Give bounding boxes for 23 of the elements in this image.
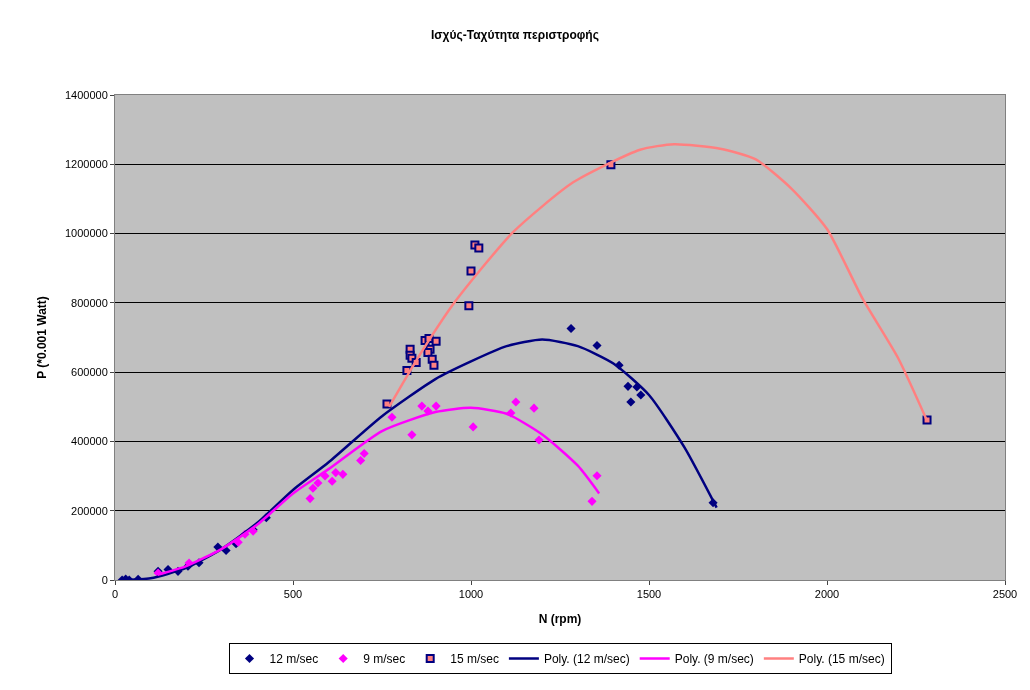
legend-label: 12 m/sec bbox=[269, 652, 319, 667]
x-tick-label: 500 bbox=[283, 588, 303, 601]
y-tick-label: 200000 bbox=[71, 504, 108, 517]
x-tick-label: 0 bbox=[111, 588, 119, 601]
y-tick-label: 0 bbox=[101, 573, 108, 586]
y-tick-label: 1200000 bbox=[64, 158, 108, 171]
y-tick-label: 800000 bbox=[71, 296, 108, 309]
x-axis-title: N (rpm) bbox=[538, 612, 582, 627]
x-tick-label: 2000 bbox=[814, 588, 840, 601]
legend-label: Poly. (9 m/sec) bbox=[674, 652, 754, 667]
y-tick-label: 1400000 bbox=[64, 88, 108, 101]
y-tick-label: 600000 bbox=[71, 365, 108, 378]
y-tick-label: 1000000 bbox=[64, 227, 108, 240]
x-tick-label: 2500 bbox=[992, 588, 1018, 601]
y-tick-label: 400000 bbox=[71, 435, 108, 448]
legend-label: 9 m/sec bbox=[363, 652, 406, 667]
x-tick-label: 1000 bbox=[458, 588, 484, 601]
x-tick-label: 1500 bbox=[636, 588, 662, 601]
chart-title: Ισχύς-Ταχύτητα περιστροφής bbox=[431, 28, 599, 43]
legend-label: 15 m/sec bbox=[450, 652, 499, 667]
legend-label: Poly. (15 m/sec) bbox=[798, 652, 885, 667]
y-axis-title: P (*0.001 Watt) bbox=[35, 296, 50, 379]
legend-label: Poly. (12 m/sec) bbox=[543, 652, 630, 667]
